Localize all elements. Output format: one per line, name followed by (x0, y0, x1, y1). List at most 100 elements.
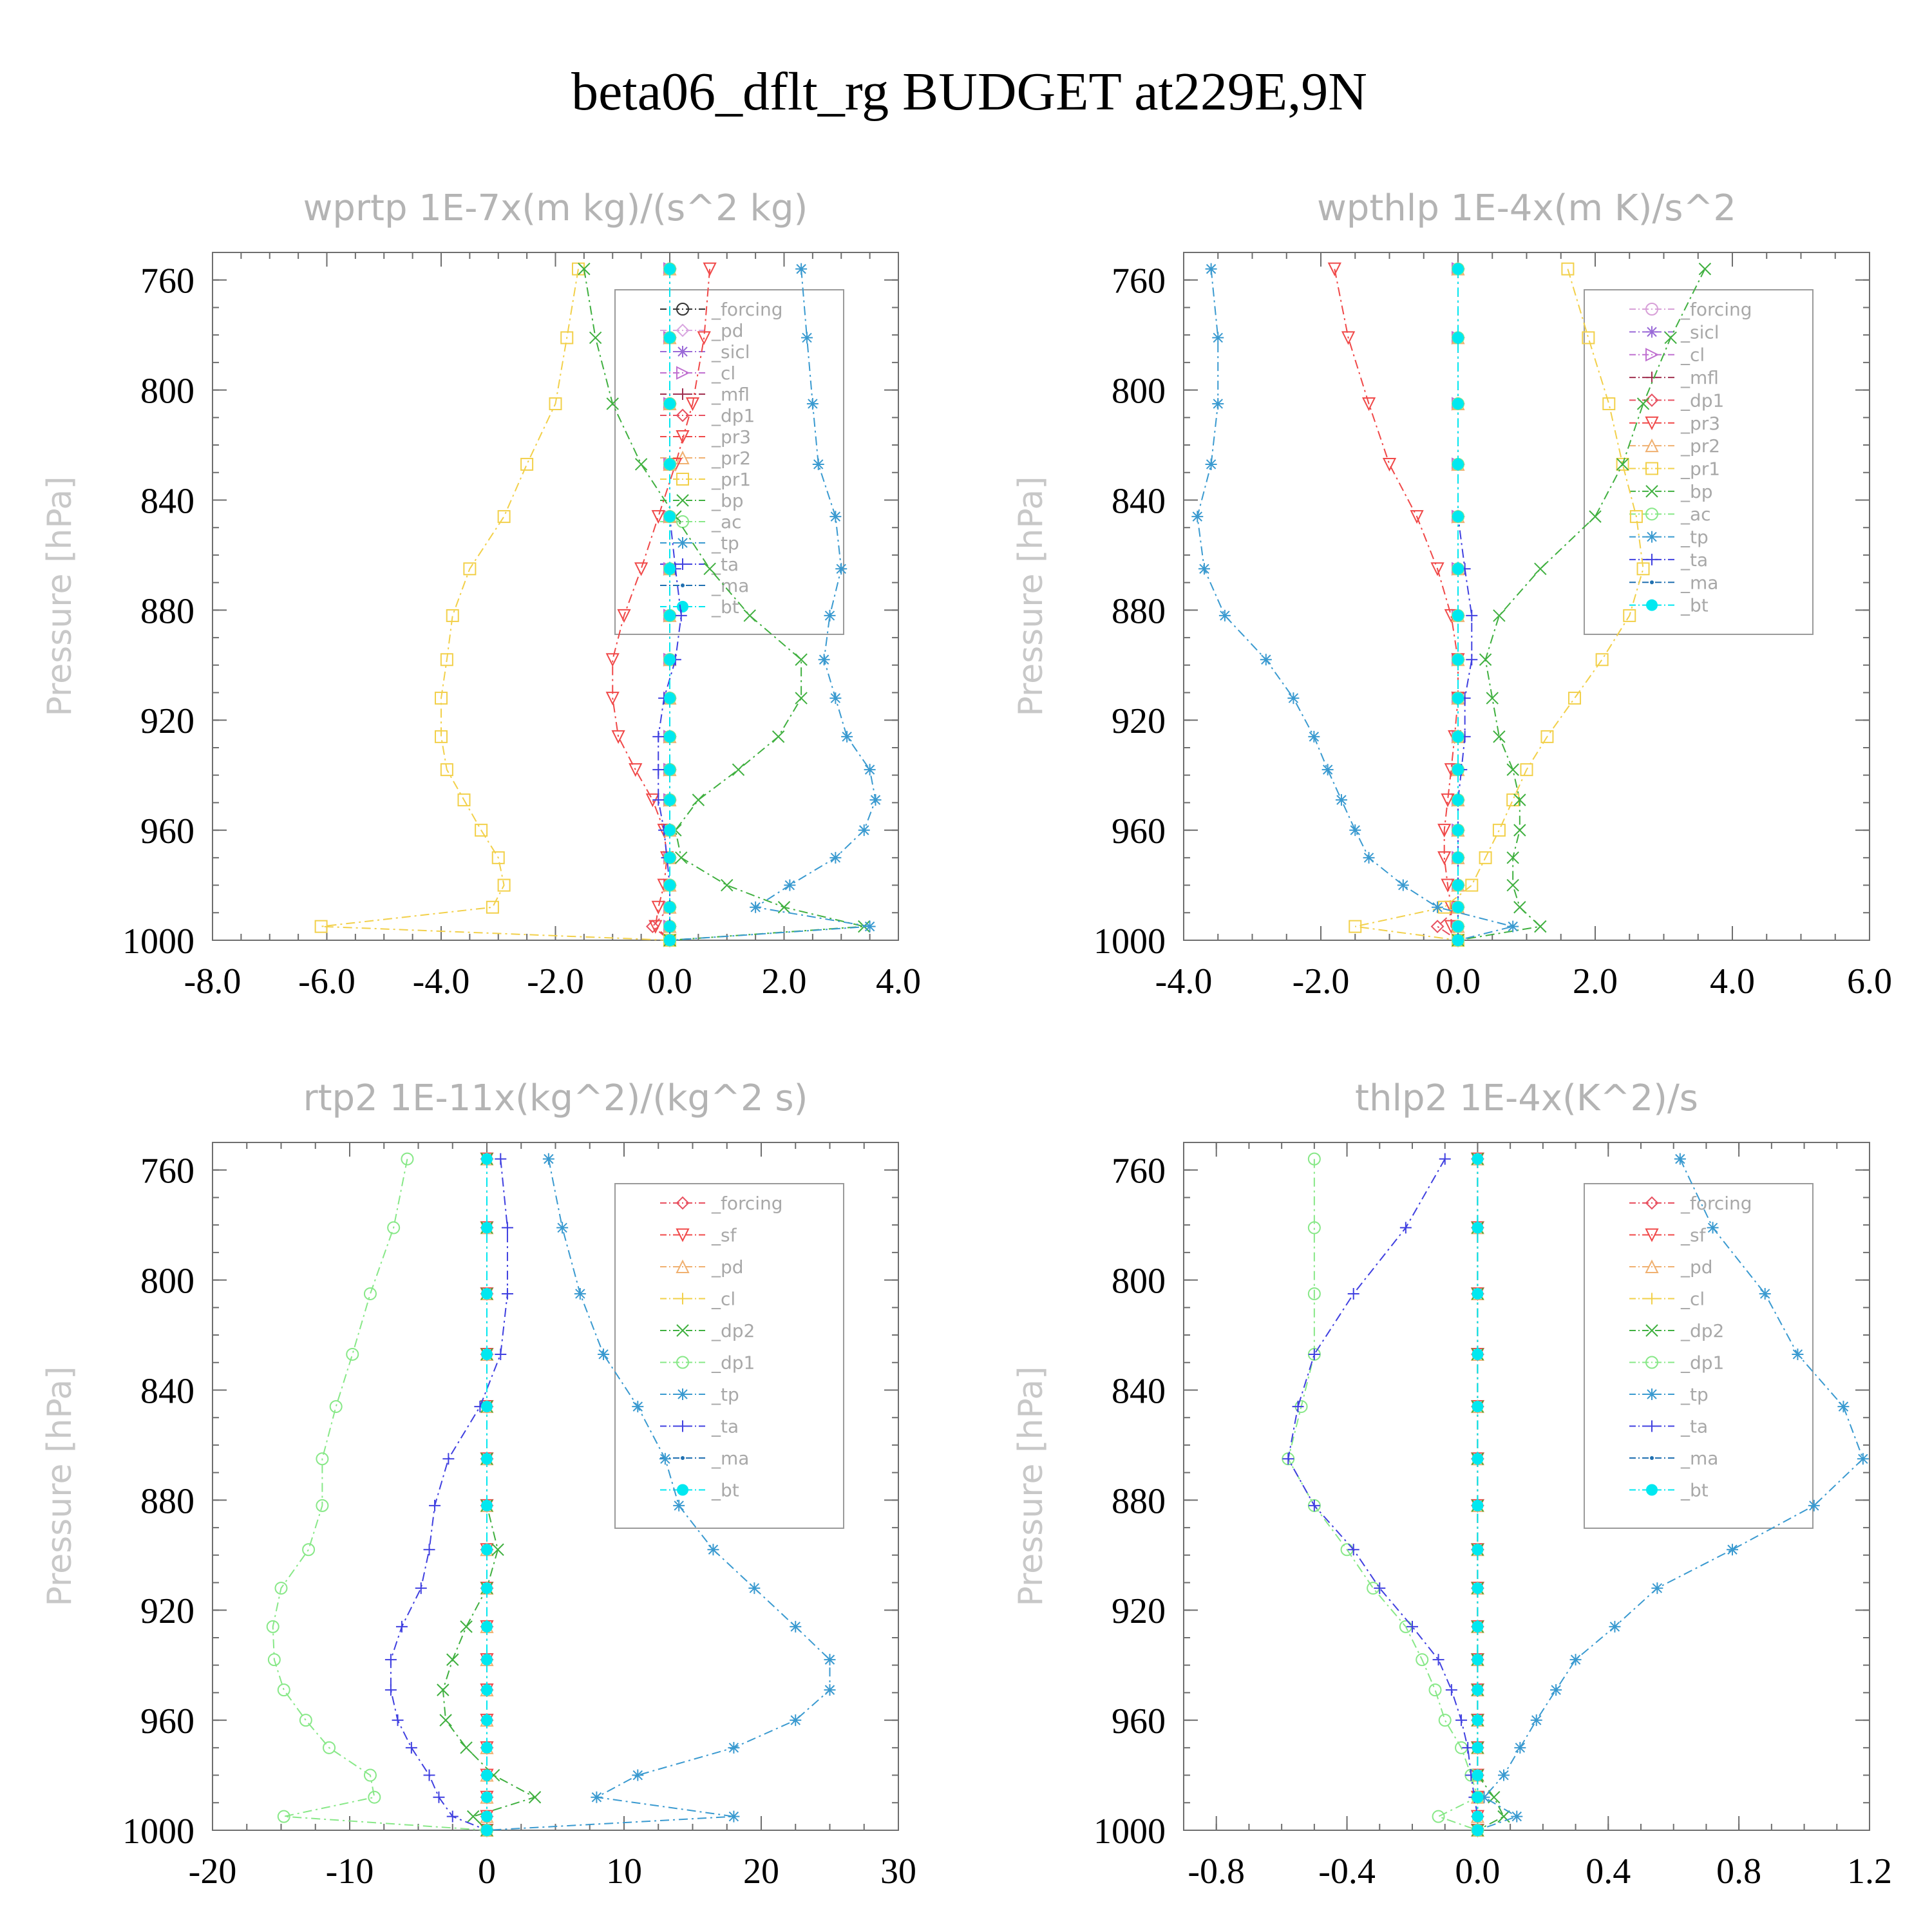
data-point (1441, 878, 1455, 893)
legend-marker (676, 494, 689, 507)
legend-marker (1646, 531, 1658, 543)
data-point (1664, 331, 1677, 345)
data-point (1349, 824, 1361, 837)
x-tick-label: 0.0 (1455, 1852, 1500, 1891)
data-point (1430, 562, 1444, 576)
series-bt (664, 263, 676, 946)
legend-marker (1645, 1196, 1659, 1210)
data-point (1218, 609, 1231, 621)
data-point (1321, 764, 1334, 776)
data-point (1707, 1222, 1719, 1234)
legend-marker (677, 537, 688, 549)
data-point (1472, 1654, 1484, 1666)
legend-frame (1584, 1183, 1814, 1529)
series-dp2 (437, 1152, 542, 1837)
data-point (1514, 1741, 1526, 1754)
minor-ticks (1183, 252, 1870, 941)
data-point (829, 511, 842, 523)
y-tick-label: 880 (1112, 1481, 1166, 1521)
data-point (1472, 1582, 1484, 1595)
plot-frame (1183, 1142, 1870, 1831)
data-point (605, 653, 620, 667)
legend-marker (1650, 1456, 1654, 1460)
series-line (1477, 1159, 1864, 1831)
x-tick-label: -2.0 (1293, 961, 1350, 1001)
series-line (1287, 1159, 1479, 1830)
data-point (1472, 1741, 1484, 1754)
data-point (864, 764, 876, 776)
data-point (1472, 1287, 1484, 1300)
data-point (591, 1791, 603, 1803)
data-point (864, 920, 876, 933)
legend-marker (676, 323, 690, 337)
legend-label: _sf (711, 1225, 737, 1246)
data-point (1441, 793, 1455, 808)
legend-marker (681, 1456, 685, 1460)
data-point (1466, 654, 1478, 666)
legend-label: _ta (711, 1416, 739, 1437)
series-pr1 (314, 262, 676, 947)
y-tick-label: 840 (140, 481, 194, 521)
legend-marker (1646, 1484, 1658, 1496)
x-tick-label: 6.0 (1847, 961, 1892, 1001)
data-point (673, 1499, 685, 1511)
series-pr3 (1327, 262, 1465, 948)
x-tick-label: -0.4 (1318, 1852, 1376, 1891)
legend-label: _bp (711, 490, 744, 511)
data-point (549, 397, 562, 410)
data-point (1361, 397, 1376, 412)
legend-marker (1645, 1259, 1659, 1273)
y-tick-label: 760 (1112, 1151, 1166, 1191)
legend-label: _bt (1680, 595, 1709, 616)
data-point (664, 458, 676, 470)
legend-label: _bt (711, 1480, 739, 1501)
data-point (1623, 609, 1636, 622)
data-point (1472, 1401, 1484, 1413)
y-axis-title: Pressure [hPa] (41, 1367, 79, 1607)
data-point (1452, 794, 1464, 806)
panel-title: thlp2 1E-4x(K^2)/s (1355, 1077, 1698, 1119)
series-line (1287, 1159, 1479, 1831)
data-point (1498, 1769, 1510, 1781)
data-point (1452, 563, 1464, 575)
legend-marker (677, 601, 688, 612)
data-point (429, 1499, 441, 1511)
data-point (1307, 1287, 1321, 1300)
y-tick-label: 1000 (122, 1812, 194, 1852)
legend-label: _bp (1680, 481, 1713, 502)
x-tick-label: -8.0 (184, 961, 242, 1001)
legend-label: _cl (1680, 1289, 1705, 1310)
legend: _forcing _sf _pd _cl _dp2 _dp1 _tp _ta _ma _bt (1584, 1183, 1814, 1529)
legend-label: _bt (711, 596, 739, 618)
minor-ticks (1183, 1142, 1870, 1831)
data-point (1307, 1152, 1321, 1166)
data-point (481, 1824, 493, 1836)
data-point (1759, 1287, 1771, 1300)
data-point (1455, 1714, 1468, 1727)
data-point (1506, 851, 1519, 864)
data-point (1479, 851, 1492, 864)
y-tick-label: 1000 (1094, 922, 1166, 961)
data-point (277, 1810, 290, 1823)
data-point (777, 901, 791, 914)
main-title: beta06_dflt_rg BUDGET at229E,9N (571, 62, 1367, 122)
data-point (732, 763, 745, 776)
y-axis-title: Pressure [hPa] (41, 477, 79, 717)
data-point (1636, 397, 1650, 410)
data-point (795, 263, 808, 275)
plot-frame (212, 252, 899, 941)
data-point (1374, 1582, 1386, 1595)
data-point (1472, 1453, 1484, 1465)
series-dp1 (645, 262, 677, 947)
legend-label: _dp1 (711, 405, 755, 426)
data-point (818, 654, 830, 666)
x-tick-label: 4.0 (1710, 961, 1755, 1001)
legend-label: _ta (1680, 549, 1708, 571)
legend-label: _ac (711, 511, 742, 533)
data-point (1513, 793, 1526, 806)
data-point (1205, 263, 1217, 275)
x-tick-label: -6.0 (298, 961, 355, 1001)
data-point (1432, 1654, 1444, 1666)
data-point (1534, 562, 1547, 575)
data-point (664, 397, 676, 410)
